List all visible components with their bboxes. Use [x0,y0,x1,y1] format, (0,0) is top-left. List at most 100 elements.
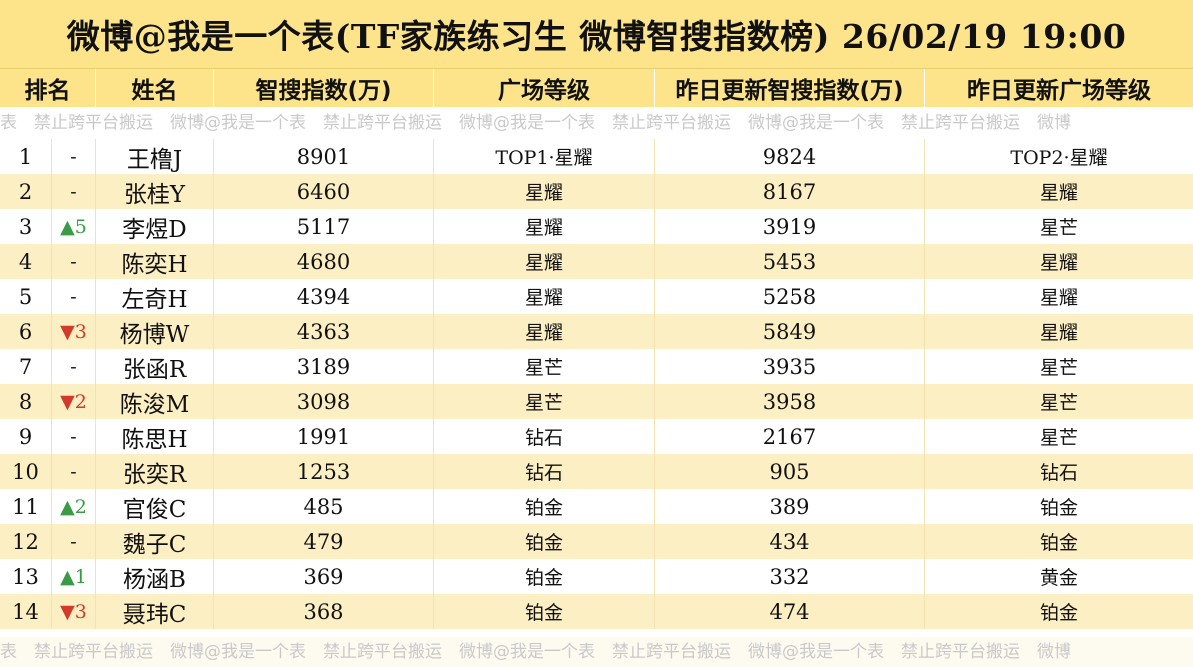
rank-cell: 3 [0,209,52,244]
name-cell: 王橹J [96,139,214,174]
level-cell: 星耀 [434,174,655,209]
table-row: 9- 陈思H 1991 钻石 2167 星芒 [0,419,1193,454]
watermark-text: 禁止跨平台搬运 [34,642,153,662]
name-cell: 官俊C [96,489,214,524]
name-cell: 张奕R [96,454,214,489]
rank-change-cell: ▲5 [52,209,96,244]
name-cell: 张函R [96,349,214,384]
watermark-text: 表 [0,642,17,662]
table-row: 8 ▼2 陈浚M 3098 星芒 3958 星芒 [0,384,1193,419]
rank-cell: 7 [0,349,52,384]
watermark-text: 微博@我是一个表 [170,642,306,662]
table-row: 11 ▲2 官俊C 485 铂金 389 铂金 [0,489,1193,524]
rank-change-cell: ▲2 [52,489,96,524]
name-cell: 陈浚M [96,384,214,419]
name-cell: 聂玮C [96,594,214,629]
prev-index-cell: 5849 [655,314,925,349]
index-cell: 369 [214,559,434,594]
level-cell: 星芒 [434,349,655,384]
prev-index-cell: 5453 [655,244,925,279]
rank-change-cell: ▼3 [52,314,96,349]
table-row: 4- 陈奕H 4680 星耀 5453 星耀 [0,244,1193,279]
prev-level-cell: 钻石 [1039,462,1078,484]
rank-cell: 11 [0,489,52,524]
header-prev-index: 昨日更新智搜指数(万) [655,69,925,107]
watermark-text: 表 [0,113,17,133]
rank-cell: 13 [0,559,52,594]
rank-change-cell: - [52,139,96,174]
rank-change-cell: ▼3 [52,594,96,629]
watermark-text: 微博@我是一个表 [170,113,306,133]
rank-change-cell: - [52,244,96,279]
prev-level-cell: 铂金 [1039,532,1078,554]
watermark-text: 微博@我是一个表 [748,113,884,133]
rank-change-cell: - [52,454,96,489]
rank-cell: 10 [0,454,52,489]
watermark-text: 禁止跨平台搬运 [323,113,442,133]
level-cell: 星耀 [434,314,655,349]
header-prev-level: 昨日更新广场等级 [967,78,1151,104]
prev-index-cell: 3935 [655,349,925,384]
prev-index-cell: 8167 [655,174,925,209]
prev-index-cell: 389 [655,489,925,524]
table-row: 13 ▲1 杨涵B 369 铂金 332 黄金 [0,559,1193,594]
table-row: 1- 王橹J 8901 TOP1·星耀 9824 TOP2·星耀 [0,139,1193,174]
prev-index-cell: 5258 [655,279,925,314]
table-row: 6 ▼3 杨博W 4363 星耀 5849 星耀 [0,314,1193,349]
level-cell: 铂金 [434,559,655,594]
index-cell: 3189 [214,349,434,384]
level-cell: 钻石 [434,454,655,489]
rank-change-cell: ▼2 [52,384,96,419]
name-cell: 杨涵B [96,559,214,594]
prev-level-cell: 铂金 [1039,497,1078,519]
prev-index-cell: 2167 [655,419,925,454]
header-name: 姓名 [96,69,214,107]
level-cell: 星耀 [434,279,655,314]
table-header: 排名 姓名 智搜指数(万) 广场等级 昨日更新智搜指数(万) 昨日更新广场等级 [0,69,1193,107]
prev-level-cell: 铂金 [1039,602,1078,624]
level-cell: 星芒 [434,384,655,419]
rank-cell: 6 [0,314,52,349]
name-cell: 张桂Y [96,174,214,209]
prev-index-cell: 905 [655,454,925,489]
name-cell: 李煜D [96,209,214,244]
prev-level-cell: 星芒 [1039,217,1078,239]
prev-level-cell: 星耀 [1039,322,1078,344]
rank-change-cell: - [52,524,96,559]
header-index: 智搜指数(万) [214,69,434,107]
rank-cell: 5 [0,279,52,314]
index-cell: 4394 [214,279,434,314]
rank-cell: 2 [0,174,52,209]
index-cell: 3098 [214,384,434,419]
name-cell: 陈思H [96,419,214,454]
level-cell: 铂金 [434,524,655,559]
index-cell: 368 [214,594,434,629]
index-cell: 1991 [214,419,434,454]
index-cell: 4363 [214,314,434,349]
table-row: 12- 魏子C 479 铂金 434 铂金 [0,524,1193,559]
prev-index-cell: 9824 [655,139,925,174]
index-cell: 6460 [214,174,434,209]
table-row: 10- 张奕R 1253 钻石 905 钻石 [0,454,1193,489]
watermark-text: 禁止跨平台搬运 [323,642,442,662]
name-cell: 左奇H [96,279,214,314]
watermark-text: 微博 [1037,642,1071,662]
header-level: 广场等级 [434,69,655,107]
prev-index-cell: 332 [655,559,925,594]
level-cell: 钻石 [434,419,655,454]
watermark-top: 表禁止跨平台搬运 微博@我是一个表 禁止跨平台搬运 微博@我是一个表 禁止跨平台搬运 微博… [0,108,1193,138]
prev-index-cell: 434 [655,524,925,559]
table-row: 14 ▼3 聂玮C 368 铂金 474 铂金 [0,594,1193,629]
prev-level-cell: 星芒 [1039,392,1078,414]
prev-index-cell: 3919 [655,209,925,244]
prev-index-cell: 3958 [655,384,925,419]
title-bar: 微博@我是一个表(TF家族练习生 微博智搜指数榜) 26/02/19 19:00 [0,0,1193,69]
name-cell: 魏子C [96,524,214,559]
watermark-text: 微博@我是一个表 [459,642,595,662]
level-cell: 铂金 [434,489,655,524]
index-cell: 485 [214,489,434,524]
watermark-text: 禁止跨平台搬运 [901,642,1020,662]
table-row: 2- 张桂Y 6460 星耀 8167 星耀 [0,174,1193,209]
rank-change-cell: - [52,419,96,454]
